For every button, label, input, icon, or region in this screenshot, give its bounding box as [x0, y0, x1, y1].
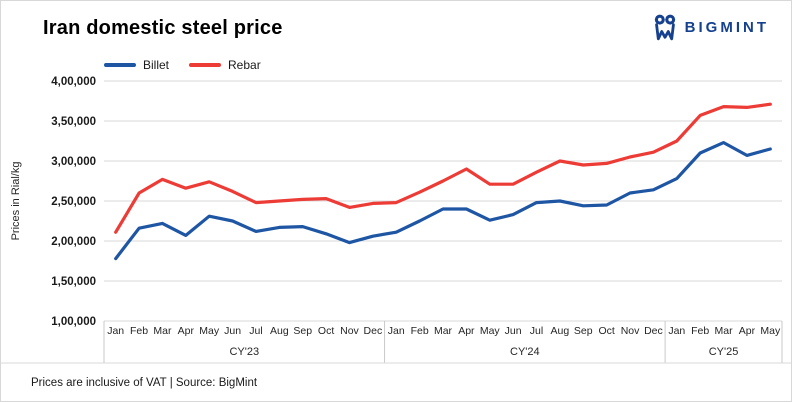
y-axis-title: Prices in Rial/kg — [10, 162, 22, 241]
x-month-label: Sep — [293, 325, 312, 337]
x-month-label: Jul — [249, 325, 262, 337]
x-month-label: Nov — [340, 325, 359, 337]
x-month-label: Feb — [130, 325, 148, 337]
chart-legend: Billet Rebar — [104, 58, 261, 72]
x-month-label: Nov — [621, 325, 640, 337]
x-month-label: Mar — [434, 325, 453, 337]
x-month-label: Oct — [598, 325, 614, 337]
series-line-billet — [114, 141, 772, 261]
x-month-label: Dec — [364, 325, 383, 337]
y-tick-label: 3,50,000 — [51, 116, 96, 128]
x-month-label: May — [760, 325, 781, 337]
x-month-label: Jun — [224, 325, 241, 337]
x-month-label: Sep — [574, 325, 593, 337]
x-month-label: Mar — [153, 325, 172, 337]
legend-item-billet: Billet — [104, 58, 169, 72]
x-year-label: CY'25 — [709, 346, 739, 358]
x-year-label: CY'23 — [229, 346, 259, 358]
x-month-label: Jun — [505, 325, 522, 337]
x-month-label: Apr — [178, 325, 195, 337]
x-month-label: Aug — [270, 325, 289, 337]
x-month-label: Mar — [715, 325, 734, 337]
x-month-label: Aug — [551, 325, 570, 337]
legend-label: Billet — [143, 58, 170, 72]
y-tick-label: 1,00,000 — [51, 316, 96, 328]
bigmint-logo-icon — [654, 14, 675, 41]
x-month-label: Feb — [691, 325, 709, 337]
x-month-label: Apr — [458, 325, 475, 337]
legend-swatch-billet — [104, 63, 136, 67]
x-month-label: Apr — [739, 325, 756, 337]
y-tick-label: 2,00,000 — [51, 236, 96, 248]
legend-swatch-rebar — [189, 63, 222, 67]
x-month-label: Dec — [644, 325, 663, 337]
footnote: Prices are inclusive of VAT | Source: Bi… — [31, 377, 258, 389]
x-year-label: CY'24 — [510, 346, 540, 358]
x-month-label: Jul — [530, 325, 543, 337]
bigmint-logo-text: BIGMINT — [684, 19, 769, 36]
x-month-label: May — [199, 325, 220, 337]
series-line-rebar — [114, 102, 772, 234]
x-month-label: Jan — [107, 325, 124, 337]
x-month-label: Jan — [388, 325, 405, 337]
y-tick-label: 3,00,000 — [51, 156, 96, 168]
y-tick-label: 2,50,000 — [51, 196, 96, 208]
legend-label: Rebar — [228, 58, 261, 72]
x-month-label: May — [480, 325, 501, 337]
x-month-label: Feb — [411, 325, 429, 337]
y-tick-label: 1,50,000 — [51, 276, 96, 288]
legend-item-rebar: Rebar — [189, 58, 261, 72]
x-month-label: Jan — [668, 325, 685, 337]
bigmint-logo: BIGMINT — [652, 14, 769, 41]
y-tick-label: 4,00,000 — [51, 76, 96, 88]
chart-title: Iran domestic steel price — [43, 17, 283, 39]
x-month-label: Oct — [318, 325, 334, 337]
